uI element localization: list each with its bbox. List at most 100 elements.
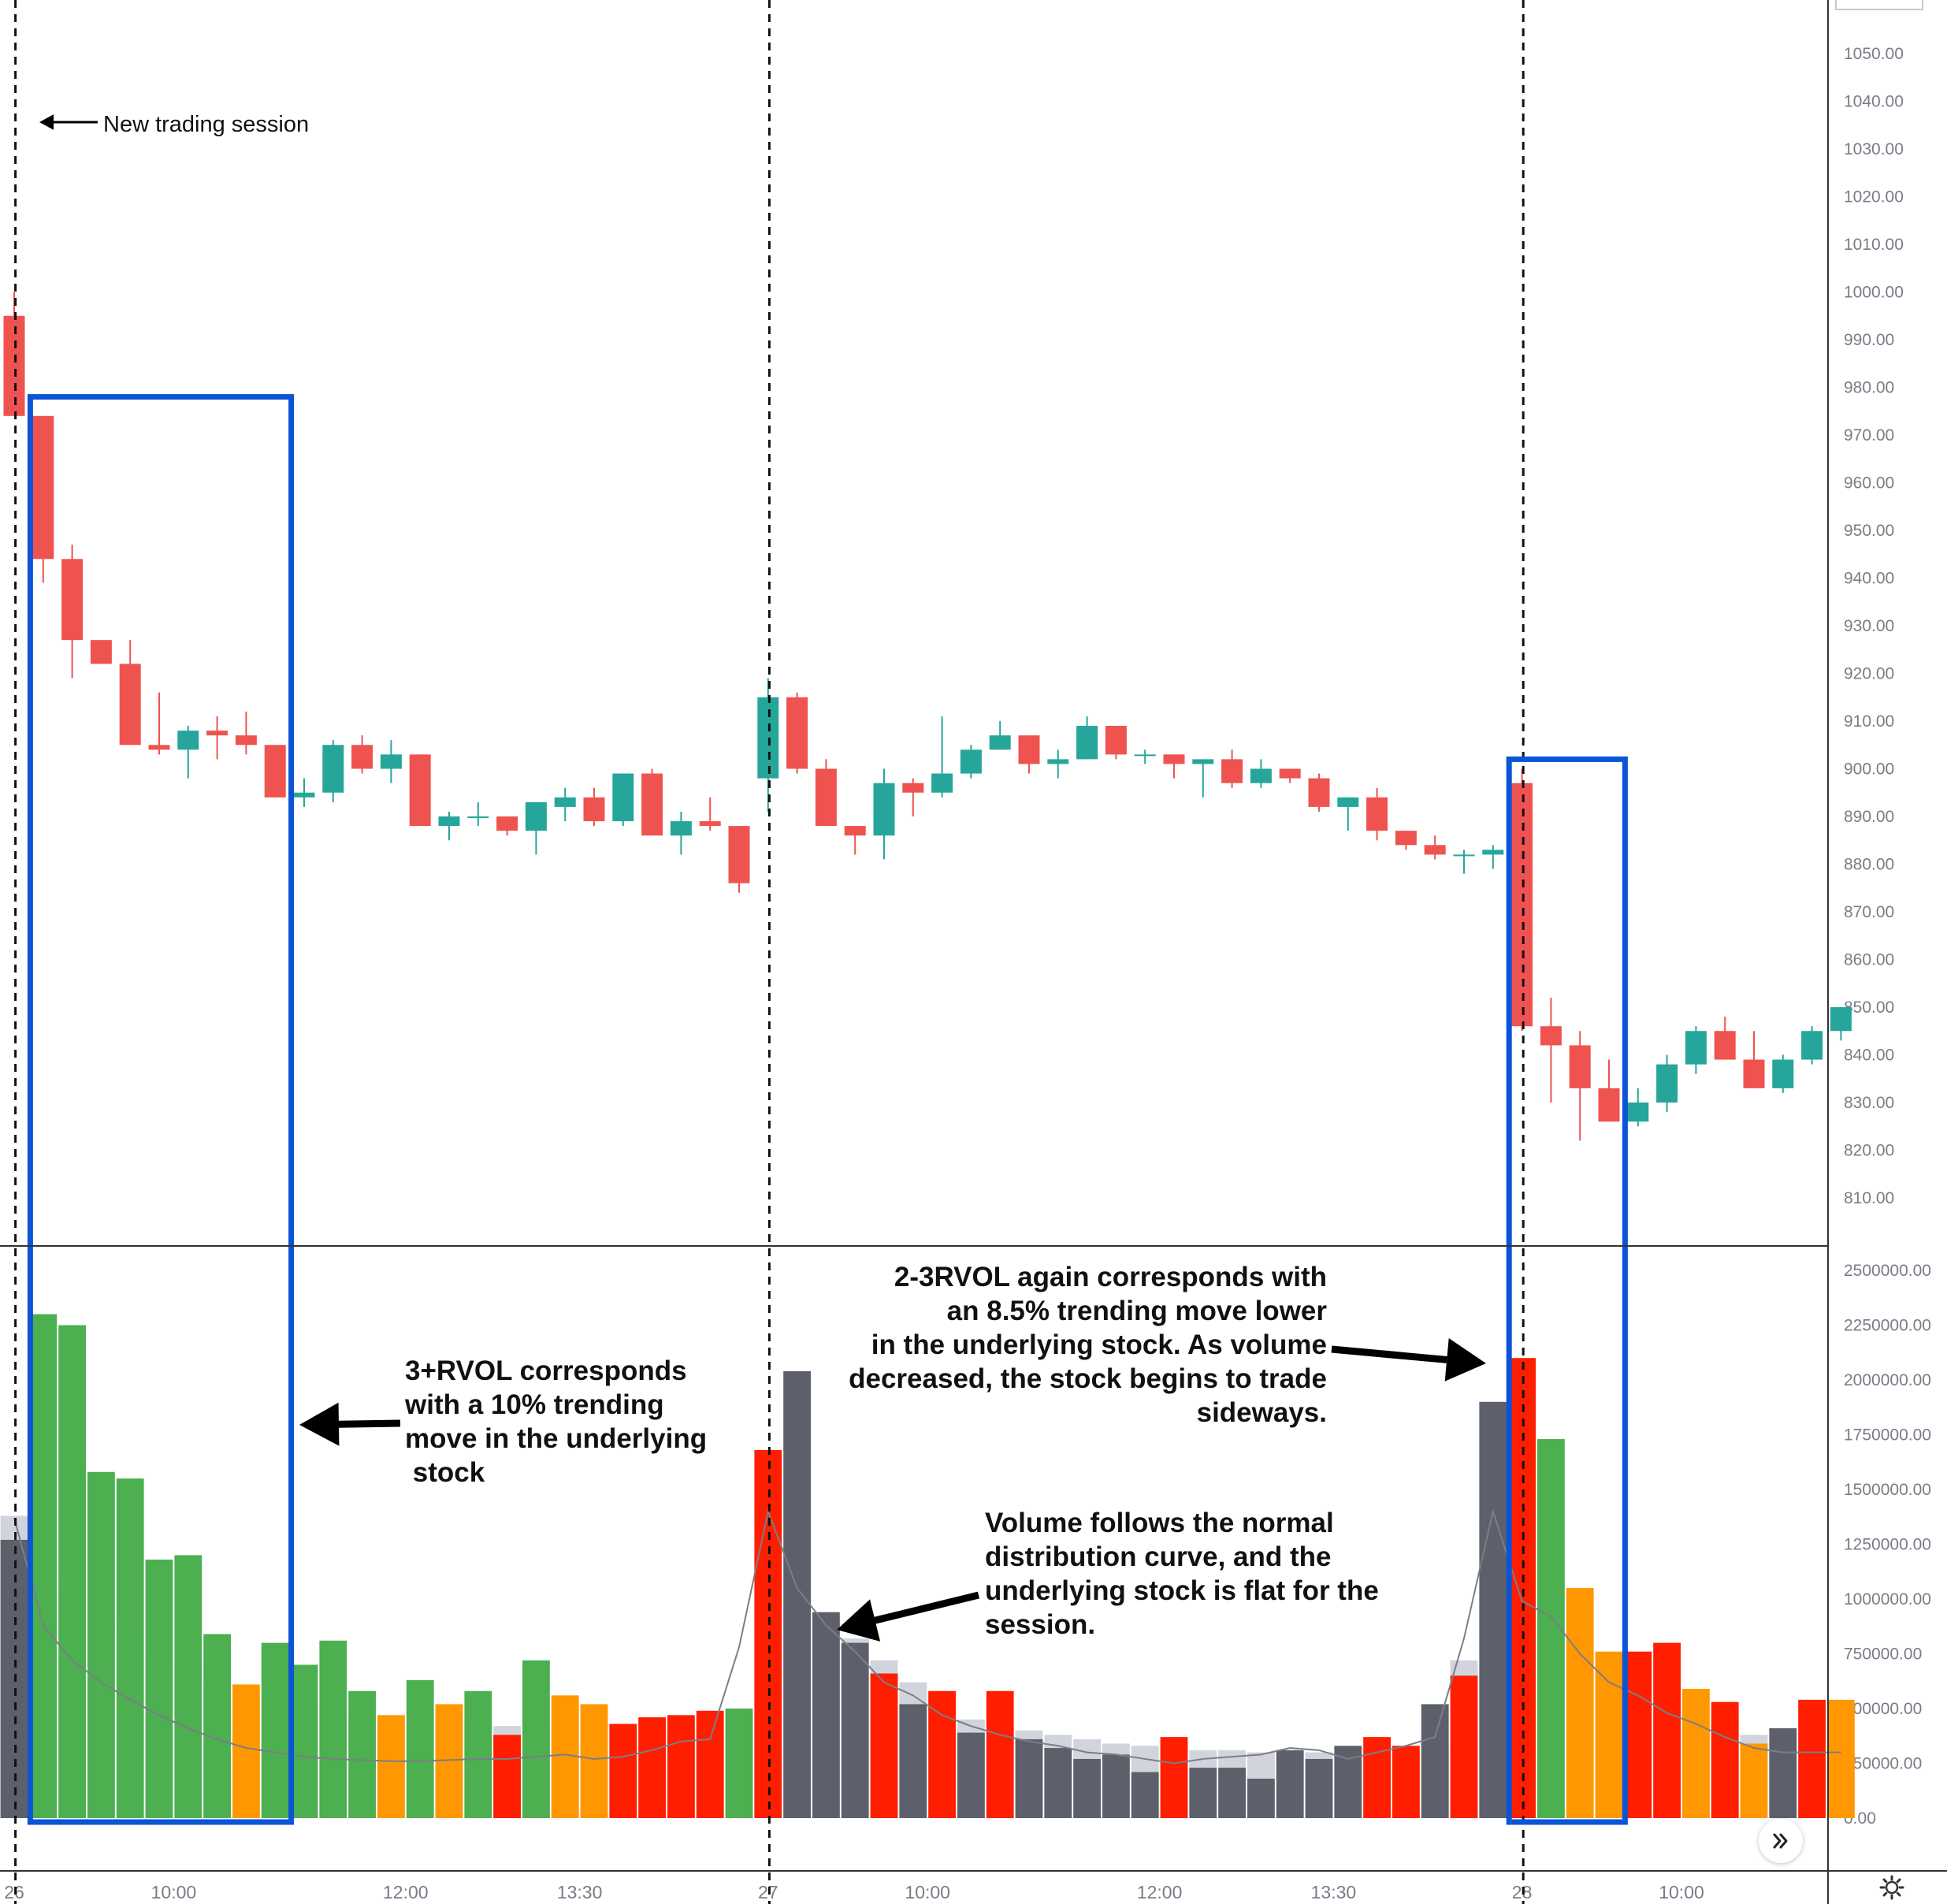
volume-bar (696, 1710, 724, 1818)
time-tick-label: 13:30 (557, 1882, 603, 1902)
candle-body (757, 697, 779, 779)
candle-down (1308, 773, 1330, 812)
time-tick-label: 27 (758, 1882, 778, 1902)
annotation-line: an 8.5% trending move lower (947, 1296, 1328, 1326)
price-tick-label: 1050.00 (1844, 45, 1904, 63)
volume-bar (1827, 1699, 1855, 1818)
candle-body (409, 754, 431, 827)
volume-bar (1218, 1768, 1246, 1818)
price-tick-label: 820.00 (1844, 1142, 1894, 1160)
price-tick-label: 1020.00 (1844, 188, 1904, 206)
candle-body (148, 745, 170, 750)
highlight-boxes (27, 394, 1628, 1825)
annotation-3-rvol: 3+RVOL corresponds with a 10% trending mov… (404, 1355, 707, 1488)
volume-bar (667, 1715, 695, 1818)
volume-bar (609, 1724, 637, 1818)
arrow-2-3-rvol (1331, 1338, 1486, 1382)
candle-body (235, 735, 257, 746)
volume-bar (1131, 1772, 1159, 1818)
volume-bar (203, 1634, 231, 1818)
volume-bar (29, 1314, 58, 1818)
candle-down (148, 692, 170, 755)
arrow-head (299, 1402, 340, 1446)
candle-body (1308, 778, 1330, 807)
candle-up (612, 773, 634, 827)
volume-bar (1479, 1401, 1507, 1818)
volume-bar (348, 1690, 376, 1818)
candle-body (1569, 1045, 1591, 1088)
volume-bar (725, 1709, 753, 1818)
volume-tick-label: 2000000.00 (1844, 1371, 1931, 1389)
volume-tick-label: 750000.00 (1844, 1646, 1922, 1664)
candle-down (1221, 749, 1243, 788)
candle-down (1424, 835, 1446, 860)
candle-up (960, 745, 982, 779)
candle-body (1830, 1007, 1852, 1032)
candle-body (32, 415, 54, 560)
candle-body (989, 735, 1011, 750)
candle-body (1047, 759, 1069, 764)
candle-body (1772, 1059, 1794, 1088)
price-axis: 1050.00 1040.00 1030.00 1020.00 1010.00 1000.… (1844, 45, 1904, 1207)
candle-up (1772, 1054, 1794, 1093)
candle-body (1192, 759, 1214, 764)
candle-body (322, 745, 344, 793)
volume-bar (957, 1732, 985, 1818)
volume-bar (1624, 1651, 1652, 1818)
candle-body (1250, 768, 1272, 783)
volume-bar (551, 1695, 579, 1818)
candle-up (525, 801, 547, 855)
volume-bar (1566, 1588, 1594, 1818)
volume-bar (493, 1735, 521, 1818)
volume-bar (870, 1673, 898, 1818)
volume-bar (232, 1684, 260, 1818)
price-tick-label: 810.00 (1844, 1189, 1894, 1207)
volume-bar (928, 1690, 956, 1818)
price-tick-label: 870.00 (1844, 903, 1894, 921)
volume-bar (899, 1704, 927, 1818)
price-tick-label: 1000.00 (1844, 284, 1904, 302)
time-tick-label: 10:00 (151, 1882, 197, 1902)
price-candles (3, 292, 1852, 1141)
volume-tick-label: 1250000.00 (1844, 1536, 1931, 1554)
annotation-line: sideways. (1197, 1397, 1327, 1428)
volume-axis: 2500000.00 2250000.00 2000000.00 1750000.00… (1844, 1262, 1931, 1828)
candle-down (1163, 754, 1185, 779)
volume-tick-label: 2500000.00 (1844, 1262, 1931, 1280)
arrow-head (1444, 1338, 1486, 1382)
price-tick-label: 890.00 (1844, 808, 1894, 826)
volume-bar (638, 1717, 666, 1818)
price-tick-label: 940.00 (1844, 570, 1894, 588)
volume-bar (1363, 1737, 1391, 1818)
candle-body (1685, 1031, 1707, 1065)
candle-down (844, 826, 866, 855)
volume-tick-label: 1750000.00 (1844, 1426, 1931, 1445)
candle-down (1569, 1031, 1591, 1141)
volume-bar (783, 1370, 811, 1818)
scroll-to-realtime-button[interactable] (1759, 1819, 1803, 1863)
candle-up (438, 811, 460, 841)
annotation-line: Volume follows the normal (985, 1508, 1334, 1538)
price-tick-label: 980.00 (1844, 379, 1894, 397)
candle-body (583, 797, 605, 822)
volume-tick-label: 500000.00 (1844, 1700, 1922, 1718)
candle-body (844, 826, 866, 836)
annotation-line: stock (405, 1457, 485, 1488)
candle-up (1076, 716, 1098, 760)
candle-up (1801, 1026, 1823, 1065)
volume-bar (58, 1325, 86, 1818)
candle-body (1337, 797, 1359, 807)
gear-icon[interactable] (1878, 1874, 1905, 1901)
candle-body (293, 792, 315, 798)
volume-bar (1798, 1699, 1826, 1818)
price-tick-label: 930.00 (1844, 617, 1894, 635)
annotation-line: distribution curve, and the (985, 1541, 1331, 1572)
volume-tick-label: 2250000.00 (1844, 1317, 1931, 1335)
price-tick-label: 950.00 (1844, 522, 1894, 540)
candle-up (1453, 850, 1475, 874)
candle-down (1279, 768, 1301, 783)
candle-down (1598, 1059, 1620, 1122)
candle-down (902, 778, 924, 816)
candle-up (1337, 797, 1359, 831)
volume-bar (1160, 1737, 1188, 1818)
